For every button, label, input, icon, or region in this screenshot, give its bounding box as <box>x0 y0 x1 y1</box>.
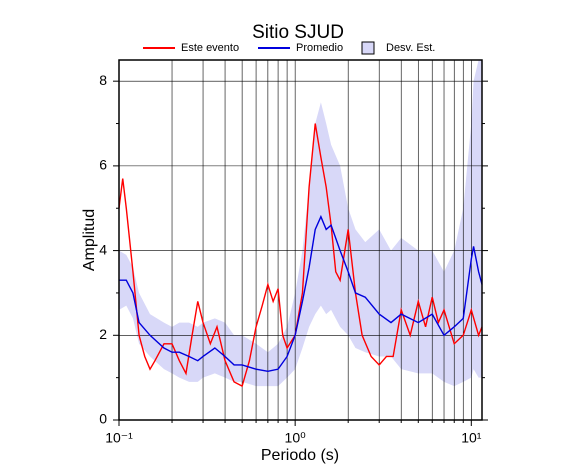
legend-label: Promedio <box>296 42 343 54</box>
y-tick-label: 4 <box>99 241 107 257</box>
plot-frame <box>118 59 483 421</box>
legend-swatch <box>361 41 375 55</box>
y-tick-label: 0 <box>99 411 107 427</box>
std-band <box>119 60 482 387</box>
series-line <box>118 123 483 388</box>
chart-title: Sitio SJUD <box>252 22 344 43</box>
x-axis-label: Periodo (s) <box>261 447 339 464</box>
y-tick-label: 6 <box>99 157 107 173</box>
x-tick-label: 10⁰ <box>285 430 307 446</box>
y-axis-label: Amplitud <box>81 209 98 271</box>
y-tick-label: 8 <box>99 72 107 88</box>
x-tick-label: 10⁻¹ <box>105 430 133 446</box>
y-tick-label: 2 <box>99 326 107 342</box>
series-line <box>119 214 483 373</box>
legend-label: Este evento <box>181 42 239 54</box>
x-tick-label: 10¹ <box>461 430 482 446</box>
legend-label: Desv. Est. <box>386 42 435 54</box>
